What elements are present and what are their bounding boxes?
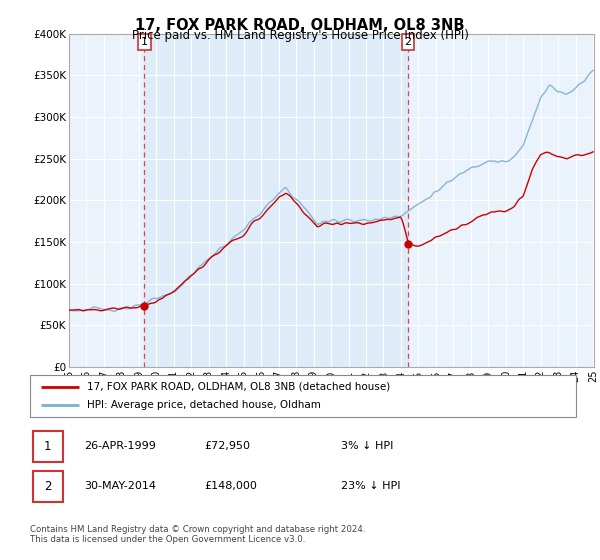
Text: 3% ↓ HPI: 3% ↓ HPI <box>341 441 394 451</box>
FancyBboxPatch shape <box>33 470 63 502</box>
Text: Price paid vs. HM Land Registry's House Price Index (HPI): Price paid vs. HM Land Registry's House … <box>131 29 469 42</box>
Text: £72,950: £72,950 <box>205 441 251 451</box>
Text: 26-APR-1999: 26-APR-1999 <box>85 441 157 451</box>
Text: 2: 2 <box>404 37 412 47</box>
Text: 30-MAY-2014: 30-MAY-2014 <box>85 481 157 491</box>
Text: 17, FOX PARK ROAD, OLDHAM, OL8 3NB (detached house): 17, FOX PARK ROAD, OLDHAM, OL8 3NB (deta… <box>88 382 391 392</box>
Text: 1: 1 <box>141 37 148 47</box>
Text: £148,000: £148,000 <box>205 481 257 491</box>
Text: 23% ↓ HPI: 23% ↓ HPI <box>341 481 401 491</box>
FancyBboxPatch shape <box>30 375 576 417</box>
FancyBboxPatch shape <box>33 431 63 462</box>
Text: 17, FOX PARK ROAD, OLDHAM, OL8 3NB: 17, FOX PARK ROAD, OLDHAM, OL8 3NB <box>135 18 465 33</box>
Bar <box>145 34 408 367</box>
Text: HPI: Average price, detached house, Oldham: HPI: Average price, detached house, Oldh… <box>88 400 321 410</box>
Text: 1: 1 <box>44 440 52 452</box>
Text: 2: 2 <box>44 480 52 493</box>
Text: Contains HM Land Registry data © Crown copyright and database right 2024.
This d: Contains HM Land Registry data © Crown c… <box>30 525 365 544</box>
